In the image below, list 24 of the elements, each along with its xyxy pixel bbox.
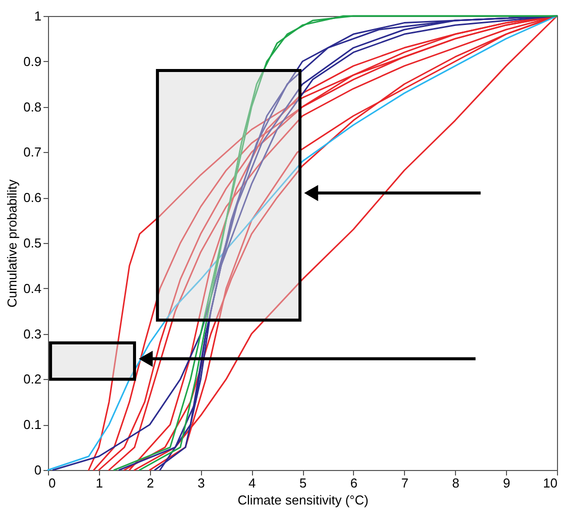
x-tick-label: 6 <box>350 476 358 490</box>
y-tick-label: 0.9 <box>23 54 42 69</box>
y-tick-label: 1 <box>34 8 42 24</box>
x-axis-title: Climate sensitivity (°C) <box>238 492 368 508</box>
x-tick-label: 5 <box>299 476 307 490</box>
x-tick-label: 9 <box>502 476 510 490</box>
x-tick-label: 4 <box>248 476 256 490</box>
x-tick-label: 7 <box>401 476 408 490</box>
y-axis-title: Cumulative probability <box>4 179 20 308</box>
x-tick-label: 2 <box>146 476 154 490</box>
x-tick-label: 0 <box>48 476 56 490</box>
y-tick-label: 0.4 <box>23 280 42 296</box>
y-tick-label: 0.3 <box>23 326 42 342</box>
y-tick-label: 0.5 <box>23 236 42 250</box>
y-tick-label: 0.7 <box>23 144 42 160</box>
y-tick-label: 0.2 <box>23 372 42 387</box>
y-tick-label: 0.8 <box>23 99 42 114</box>
y-tick-label: 0 <box>34 462 42 478</box>
x-tick-label: 8 <box>452 476 460 490</box>
x-tick-label: 1 <box>96 476 104 490</box>
y-tick-label: 0.6 <box>23 190 42 206</box>
x-tick-label: 10 <box>543 476 558 490</box>
x-tick-label: 3 <box>198 476 205 490</box>
y-tick-label: 0.1 <box>23 417 42 432</box>
